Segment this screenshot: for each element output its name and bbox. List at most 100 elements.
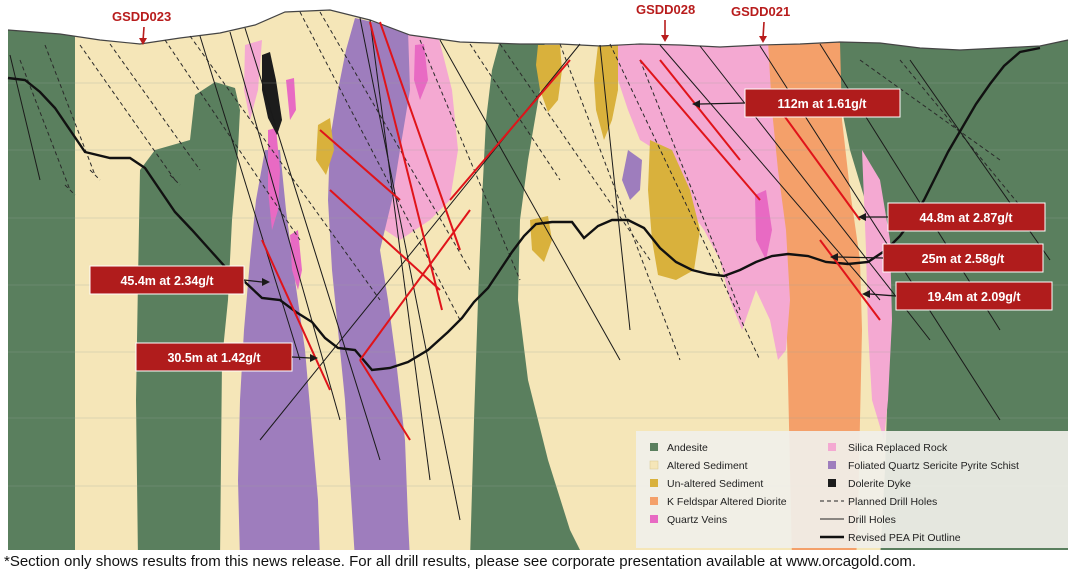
- planned-drill-hole: [319, 11, 471, 271]
- drill-hole: [199, 35, 301, 361]
- intercept-label-25m: 25m at 2.58g/t: [922, 252, 1006, 266]
- intercept-arrow-45-4m: [243, 279, 263, 283]
- planned-drill-hole: [639, 59, 741, 311]
- mineralised-interval: [359, 359, 411, 441]
- planned-drill-hole: [469, 43, 561, 181]
- hole-label-gsdd028: GSDD028: [636, 2, 695, 17]
- unaltered-sediment-unit-bottom: [530, 216, 552, 262]
- legend-swatch-altered-sediment: [649, 460, 659, 470]
- planned-drill-hole: [44, 44, 101, 181]
- legend-swatch-quartz-veins: [650, 515, 658, 523]
- legend-label-k-feldspar-diorite: K Feldspar Altered Diorite: [667, 496, 787, 508]
- legend-label-planned-drill-holes: Planned Drill Holes: [848, 496, 937, 508]
- intercept-arrowhead-44-8m: [858, 213, 866, 221]
- silica-replaced-unit-small: [244, 40, 262, 120]
- intercept-arrow-19-4m: [869, 293, 897, 297]
- planned-drill-hole: [189, 35, 381, 301]
- mineralised-interval: [329, 189, 441, 291]
- intercept-arrowhead-30-5m: [310, 354, 318, 362]
- legend-swatch-andesite: [650, 443, 658, 451]
- planned-drill-hole: [609, 43, 761, 361]
- intercept-label-30-5m: 30.5m at 1.42g/t: [167, 351, 261, 365]
- collar-arrowhead-gsdd028: [661, 35, 669, 42]
- intercept-arrowhead-19-4m: [862, 290, 870, 298]
- legend-swatch-silica-replaced: [828, 443, 836, 451]
- legend-label-schist: Foliated Quartz Sericite Pyrite Schist: [848, 460, 1019, 472]
- drill-hole-labels: GSDD023 GSDD028 GSDD021: [112, 2, 790, 45]
- hole-label-gsdd021: GSDD021: [731, 4, 790, 19]
- planned-drill-hole: [499, 43, 651, 261]
- legend-swatch-k-feldspar-diorite: [650, 497, 658, 505]
- planned-drill-hole: [79, 44, 181, 186]
- unaltered-sediment-unit-lower: [648, 140, 700, 280]
- hole-label-gsdd023: GSDD023: [112, 9, 171, 24]
- intercept-label-19-4m: 19.4m at 2.09g/t: [927, 290, 1021, 304]
- andesite-unit-left: [136, 82, 240, 550]
- intercept-box-45-4m: [89, 265, 245, 295]
- planned-drill-hole: [559, 43, 681, 361]
- andesite-unit-far-left: [8, 20, 75, 550]
- planned-drill-holes: [19, 11, 1041, 361]
- quartz-vein-1: [268, 128, 280, 230]
- mineralised-interval: [449, 59, 571, 201]
- intercept-box-30-5m: [135, 342, 293, 372]
- drill-hole: [9, 54, 41, 181]
- unaltered-sediment-unit-left: [536, 45, 562, 112]
- collar-arrowhead-gsdd023: [139, 38, 147, 45]
- mineralised-interval: [779, 109, 861, 221]
- drill-hole: [439, 39, 621, 361]
- schist-unit-small: [622, 150, 642, 200]
- drill-hole: [359, 17, 461, 521]
- quartz-vein-5: [755, 190, 772, 260]
- legend-swatch-dolerite-dyke: [828, 479, 836, 487]
- drill-hole: [369, 19, 431, 481]
- mineralised-interval: [819, 239, 881, 321]
- dolerite-dyke-unit: [262, 52, 282, 135]
- collar-arrowhead-gsdd021: [759, 36, 767, 43]
- planned-drill-hole: [299, 11, 461, 321]
- intercept-arrow-30-5m: [291, 356, 311, 359]
- intercept-box-44-8m: [887, 202, 1046, 232]
- legend: Andesite Altered Sediment Un-altered Sed…: [636, 431, 1068, 548]
- planned-drill-hole: [419, 39, 521, 281]
- legend-label-quartz-veins: Quartz Veins: [667, 514, 727, 526]
- k-feldspar-diorite-unit: [768, 42, 862, 550]
- drill-hole: [229, 31, 341, 421]
- schist-unit-main: [328, 18, 410, 550]
- legend-label-dolerite-dyke: Dolerite Dyke: [848, 478, 911, 490]
- mineralised-intervals: [261, 21, 881, 441]
- legend-label-silica-replaced: Silica Replaced Rock: [848, 442, 948, 454]
- intercept-label-45-4m: 45.4m at 2.34g/t: [120, 274, 214, 288]
- legend-swatch-unaltered-sediment: [650, 479, 658, 487]
- legend-swatch-schist: [828, 461, 836, 469]
- drill-hole: [699, 45, 931, 341]
- intercept-box-19-4m: [895, 281, 1053, 311]
- silica-replaced-unit-right: [612, 42, 790, 360]
- intercept-label-112m: 112m at 1.61g/t: [778, 97, 868, 111]
- legend-label-andesite: Andesite: [667, 442, 708, 454]
- mineralised-interval: [359, 209, 471, 361]
- legend-label-drill-holes: Drill Holes: [848, 514, 896, 526]
- collar-arrow-gsdd021: [762, 21, 765, 39]
- intercept-arrow-112m: [699, 102, 746, 105]
- mineralised-interval: [261, 239, 331, 391]
- intercept-box-112m: [744, 88, 901, 118]
- footnote: *Section only shows results from this ne…: [4, 553, 917, 570]
- intercept-arrowhead-112m: [692, 100, 700, 108]
- legend-background: [636, 431, 1068, 548]
- intercept-arrowhead-45-4m: [262, 278, 270, 286]
- mineralised-interval: [319, 129, 401, 201]
- legend-label-pit-outline: Revised PEA Pit Outline: [848, 532, 961, 544]
- intercept-arrow-25m: [837, 256, 884, 259]
- intercept-label-44-8m: 44.8m at 2.87g/t: [919, 211, 1013, 225]
- drill-hole: [599, 44, 631, 331]
- planned-drill-hole: [109, 43, 201, 171]
- mineralised-interval: [369, 21, 443, 311]
- mineralised-interval: [659, 59, 741, 161]
- mineralised-interval: [639, 59, 761, 201]
- legend-label-unaltered-sediment: Un-altered Sediment: [667, 478, 763, 490]
- mineralised-interval: [379, 21, 461, 251]
- intercept-box-25m: [882, 243, 1044, 273]
- intercept-callouts: 112m at 1.61g/t 44.8m at 2.87g/t 25m at …: [89, 88, 1053, 372]
